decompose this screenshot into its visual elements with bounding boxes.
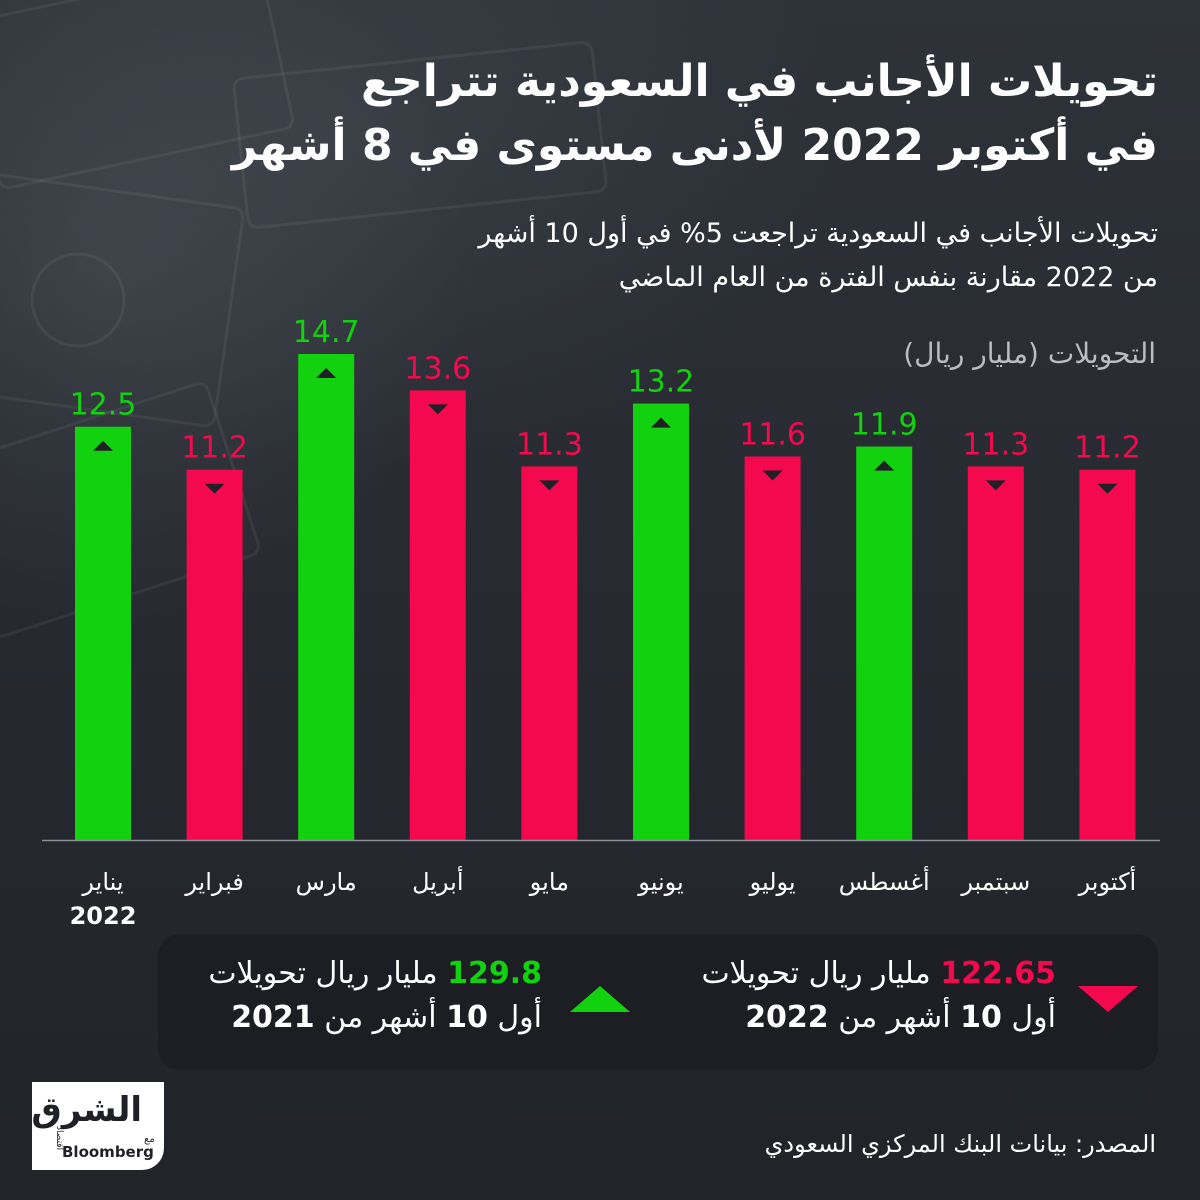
value-label-2: 11.2 xyxy=(181,431,248,466)
summary-2022-text: مليار ريال تحويلات xyxy=(701,956,931,991)
summary-2021-value: 129.8 xyxy=(447,956,542,991)
bar-5 xyxy=(521,466,578,840)
bar-10 xyxy=(1079,469,1136,840)
x-tick-label-5: مايو xyxy=(529,868,570,896)
summary-2021-year: 2021 xyxy=(231,1000,315,1035)
asharq-bloomberg-logo: الشرق اقتصاد Bloomberg مع xyxy=(31,1082,164,1170)
summary-2021-text: مليار ريال تحويلات xyxy=(208,956,438,991)
chart-title: تحويلات الأجانب في السعودية تتراجع في أك… xyxy=(38,50,1158,178)
title-line-2: في أكتوبر 2022 لأدنى مستوى في 8 أشهر xyxy=(231,120,1158,171)
x-tick-label-1: يناير xyxy=(82,868,124,896)
bar-6 xyxy=(633,403,689,840)
value-label-4: 13.6 xyxy=(404,351,471,386)
summary-2022-months: 10 xyxy=(960,1000,1002,1035)
summary-panel xyxy=(158,934,1158,1070)
bar-2 xyxy=(186,469,243,840)
logo-connector: مع xyxy=(144,1134,155,1145)
value-label-7: 11.6 xyxy=(739,417,806,452)
x-tick-label-9: سبتمبر xyxy=(961,868,1031,896)
x-tick-label-2: فبراير xyxy=(185,868,244,896)
value-label-5: 11.3 xyxy=(516,427,583,462)
down-arrow-icon xyxy=(1078,986,1138,1012)
value-label-10: 11.2 xyxy=(1074,431,1141,466)
up-marker-icon-8 xyxy=(874,460,895,471)
bar-9 xyxy=(967,466,1024,840)
logo-iqtisad: اقتصاد xyxy=(54,1126,64,1151)
x-tick-label-7: يوليو xyxy=(749,868,796,896)
summary-2021-mid: أشهر من xyxy=(324,1000,437,1035)
down-marker-icon-7 xyxy=(762,470,783,481)
down-marker-icon-5 xyxy=(539,480,560,491)
logo-asharq: الشرق xyxy=(31,1090,142,1130)
x-tick-label-8: أغسطس xyxy=(838,868,930,896)
summary-2022-year: 2022 xyxy=(745,1000,829,1035)
summary-2022-mid: أشهر من xyxy=(838,1000,951,1035)
x-tick-label-6: يونيو xyxy=(638,868,684,896)
subtitle-line-1: تحويلات الأجانب في السعودية تراجعت 5% في… xyxy=(478,218,1158,249)
value-label-6: 13.2 xyxy=(628,365,695,400)
chart-subtitle: تحويلات الأجانب في السعودية تراجعت 5% في… xyxy=(38,212,1158,300)
bar-3 xyxy=(298,354,355,840)
value-label-8: 11.9 xyxy=(851,408,918,443)
up-arrow-icon xyxy=(570,986,630,1012)
down-marker-icon-9 xyxy=(985,480,1006,491)
bar-1 xyxy=(75,426,131,840)
x-tick-label-4: أبريل xyxy=(412,868,464,896)
up-marker-icon-6 xyxy=(651,417,671,428)
value-label-1: 12.5 xyxy=(70,388,137,423)
summary-2021-line-2: أول 10 أشهر من 2021 xyxy=(22,996,542,1040)
down-marker-icon-10 xyxy=(1097,483,1118,494)
source-note: المصدر: بيانات البنك المركزي السعودي xyxy=(764,1130,1156,1158)
summary-2022-prefix: أول xyxy=(1011,1000,1056,1035)
summary-2022-value: 122.65 xyxy=(940,956,1056,991)
x-tick-label-3: مارس xyxy=(295,868,357,896)
summary-2021: 129.8 مليار ريال تحويلات أول 10 أشهر من … xyxy=(22,952,542,1040)
bar-8 xyxy=(856,446,913,840)
bar-7 xyxy=(744,456,801,840)
logo-bloomberg: Bloomberg xyxy=(62,1143,154,1161)
value-label-3: 14.7 xyxy=(293,315,360,350)
x-tick-label-10: أكتوبر xyxy=(1078,868,1137,896)
up-marker-icon-3 xyxy=(316,368,337,378)
summary-2021-prefix: أول xyxy=(497,1000,542,1035)
up-marker-icon-1 xyxy=(93,440,113,451)
down-marker-icon-2 xyxy=(204,483,225,494)
x-year-label: 2022 xyxy=(69,902,137,930)
bar-4 xyxy=(409,390,466,840)
subtitle-line-2: من 2022 مقارنة بنفس الفترة من العام الما… xyxy=(618,262,1158,293)
summary-2022-line-1: 122.65 مليار ريال تحويلات xyxy=(556,952,1056,996)
down-marker-icon-4 xyxy=(427,404,448,415)
value-label-9: 11.3 xyxy=(962,427,1029,462)
summary-2021-line-1: 129.8 مليار ريال تحويلات xyxy=(22,952,542,996)
title-line-1: تحويلات الأجانب في السعودية تتراجع xyxy=(360,56,1158,107)
summary-2021-months: 10 xyxy=(446,1000,488,1035)
summary-2022: 122.65 مليار ريال تحويلات أول 10 أشهر من… xyxy=(556,952,1056,1040)
y-axis-units-label: التحويلات (مليار ريال) xyxy=(903,337,1156,370)
summary-2022-line-2: أول 10 أشهر من 2022 xyxy=(556,996,1056,1040)
bars-layer: 12.5 11.2 14.7 13.6 11.3 13.2 11.6 11.9 11.3 11.2 xyxy=(70,315,1141,840)
